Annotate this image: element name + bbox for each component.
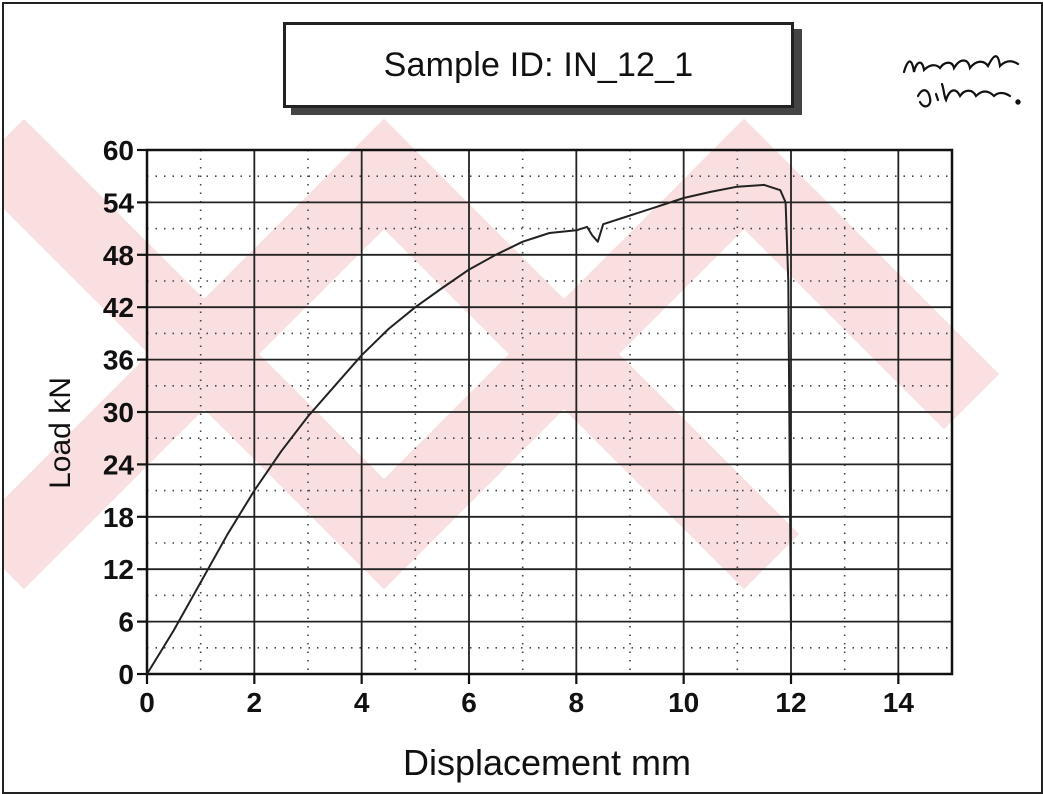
y-tick-label: 12	[103, 554, 134, 585]
x-tick-label: 4	[354, 687, 370, 718]
x-axis-label: Displacement mm	[402, 742, 692, 783]
y-tick-label: 6	[118, 607, 134, 638]
y-tick-label: 24	[103, 449, 135, 480]
y-tick-label: 48	[103, 240, 134, 271]
x-tick-label: 0	[139, 687, 155, 718]
y-tick-label: 42	[103, 292, 134, 323]
y-tick-label: 18	[103, 502, 134, 533]
x-tick-label: 10	[668, 687, 699, 718]
chart-title-box: Sample ID: IN_12_1	[283, 22, 794, 108]
handwritten-signature	[902, 55, 1021, 108]
x-tick-label: 12	[775, 687, 806, 718]
x-tick-label: 14	[883, 687, 915, 718]
y-tick-label: 60	[103, 135, 134, 166]
x-tick-label: 2	[247, 687, 263, 718]
x-tick-label: 8	[569, 687, 585, 718]
y-tick-label: 36	[103, 345, 134, 376]
y-tick-label: 30	[103, 397, 134, 428]
chart-title: Sample ID: IN_12_1	[383, 45, 694, 84]
x-tick-label: 6	[461, 687, 477, 718]
y-tick-label: 0	[118, 659, 134, 690]
y-tick-label: 54	[103, 187, 135, 218]
series-line	[146, 183, 792, 675]
